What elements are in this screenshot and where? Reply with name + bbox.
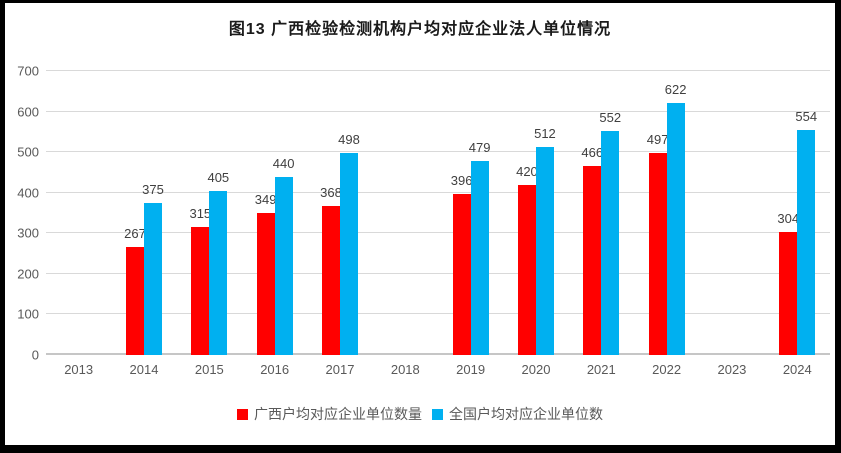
bar-2021-series-1 [601, 131, 620, 355]
gridline-700 [46, 70, 830, 71]
y-axis-tick: 500 [17, 144, 39, 160]
gridline-200 [46, 272, 830, 274]
category-column-2017: 368 498 [307, 71, 372, 355]
data-label-2021-series-1: 552 [599, 110, 622, 126]
y-axis-tick: 600 [17, 104, 39, 120]
bar-2020-series-0 [517, 184, 536, 355]
bar-2022-series-1 [666, 102, 685, 355]
x-axis-tick-2015: 2015 [194, 362, 224, 377]
legend-swatch-icon [432, 408, 443, 420]
data-label-2020-series-0: 420 [516, 163, 538, 179]
bars-area: 267 375 315 405 349 440 368 498 396 479 420 512 466 5… [46, 71, 830, 355]
bar-2016-series-0 [256, 213, 275, 355]
x-axis-tick-2020: 2020 [521, 362, 551, 377]
data-label-2014-series-1: 375 [142, 181, 164, 197]
bar-2024-series-0 [779, 231, 798, 355]
bar-2017-series-0 [321, 205, 340, 355]
gridline-500 [46, 151, 830, 153]
data-label-2024-series-0: 304 [777, 210, 800, 226]
gridline-600 [46, 110, 830, 112]
data-label-2015-series-1: 405 [207, 169, 230, 185]
y-axis-tick: 700 [17, 63, 39, 79]
bar-2021-series-0 [583, 165, 602, 355]
gridline-300 [46, 232, 830, 234]
data-label-2015-series-0: 315 [189, 206, 212, 222]
category-column-2016: 349 440 [242, 71, 307, 355]
bar-2020-series-1 [535, 147, 554, 355]
x-axis-tick-2022: 2022 [652, 362, 682, 377]
category-column-2024: 304 554 [765, 71, 830, 355]
category-column-2018 [373, 71, 438, 355]
data-label-2024-series-1: 554 [795, 109, 818, 125]
x-axis-labels: 2013 2014 2015 2016 2017 2018 2019 2020 2021 2022… [46, 362, 830, 377]
legend-item-1: 全国户均对应企业单位数 [432, 404, 603, 424]
data-label-2016-series-0: 349 [254, 192, 277, 208]
x-axis-tick-2016: 2016 [260, 362, 290, 377]
data-label-2019-series-1: 479 [468, 139, 491, 155]
chart-title: 图13 广西检验检测机构户均对应企业法人单位情况 [228, 21, 612, 38]
gridline-0 [46, 353, 830, 355]
category-column-2020: 420 512 [503, 71, 568, 355]
x-axis-tick-2013: 2013 [64, 362, 94, 377]
legend-swatch-icon [237, 408, 248, 420]
bar-2014-series-1 [143, 202, 162, 355]
y-axis-tick: 200 [17, 266, 39, 282]
data-label-2021-series-0: 466 [581, 144, 604, 160]
category-column-2021: 466 552 [569, 71, 634, 355]
data-label-2017-series-1: 498 [338, 131, 360, 147]
y-axis-tick: 400 [17, 185, 39, 201]
bar-2022-series-0 [648, 153, 667, 355]
bar-2019-series-1 [470, 160, 489, 355]
category-column-2014: 267 375 [111, 71, 176, 355]
category-column-2013 [46, 71, 111, 355]
x-axis-tick-2023: 2023 [717, 362, 747, 377]
x-axis-tick-2017: 2017 [325, 362, 355, 377]
gridline-100 [46, 313, 830, 315]
bar-2014-series-0 [125, 246, 144, 355]
legend-item-0: 广西户均对应企业单位数量 [237, 404, 422, 424]
data-label-2019-series-0: 396 [450, 173, 473, 189]
x-axis-tick-2019: 2019 [456, 362, 486, 377]
bar-2015-series-0 [191, 227, 210, 355]
bar-2019-series-0 [452, 194, 471, 355]
y-axis-tick: 0 [31, 347, 39, 363]
x-axis-tick-2021: 2021 [586, 362, 616, 377]
data-label-2017-series-0: 368 [320, 184, 342, 200]
category-column-2015: 315 405 [177, 71, 242, 355]
y-axis-tick: 300 [17, 225, 39, 241]
data-label-2022-series-1: 622 [664, 81, 687, 97]
bar-2016-series-1 [274, 176, 293, 355]
bar-2024-series-1 [797, 130, 816, 355]
data-label-2020-series-1: 512 [534, 126, 556, 142]
x-axis-tick-2018: 2018 [390, 362, 420, 377]
legend-label: 广西户均对应企业单位数量 [254, 406, 422, 422]
x-axis-tick-2024: 2024 [782, 362, 812, 377]
category-column-2023 [699, 71, 764, 355]
legend-label: 全国户均对应企业单位数 [449, 406, 603, 422]
legend: 广西户均对应企业单位数量 全国户均对应企业单位数 [5, 404, 835, 424]
bar-2017-series-1 [339, 152, 358, 355]
category-column-2022: 497 622 [634, 71, 699, 355]
y-axis-tick: 100 [17, 306, 39, 322]
gridline-400 [46, 191, 830, 193]
plot-area: 267 375 315 405 349 440 368 498 396 479 420 512 466 5… [46, 70, 830, 355]
data-label-2014-series-0: 267 [124, 225, 146, 241]
data-label-2022-series-0: 497 [646, 132, 669, 148]
bar-2015-series-1 [209, 190, 228, 355]
x-axis-tick-2014: 2014 [129, 362, 159, 377]
category-column-2019: 396 479 [438, 71, 503, 355]
data-label-2016-series-1: 440 [272, 155, 295, 171]
